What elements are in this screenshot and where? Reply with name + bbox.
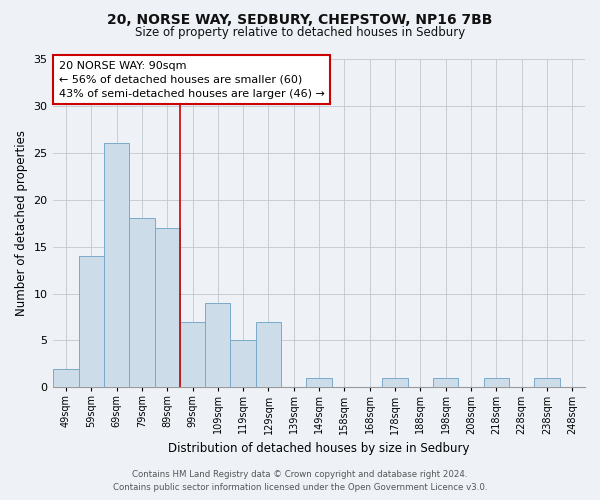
Bar [256,322,281,388]
Bar [382,378,408,388]
Text: Contains HM Land Registry data © Crown copyright and database right 2024.
Contai: Contains HM Land Registry data © Crown c… [113,470,487,492]
Bar [155,228,180,388]
Bar [205,303,230,388]
Bar [180,322,205,388]
X-axis label: Distribution of detached houses by size in Sedbury: Distribution of detached houses by size … [169,442,470,455]
Text: Size of property relative to detached houses in Sedbury: Size of property relative to detached ho… [135,26,465,39]
Text: 20 NORSE WAY: 90sqm
← 56% of detached houses are smaller (60)
43% of semi-detach: 20 NORSE WAY: 90sqm ← 56% of detached ho… [59,60,325,98]
Bar [104,144,129,388]
Bar [53,368,79,388]
Bar [307,378,332,388]
Bar [79,256,104,388]
Bar [535,378,560,388]
Bar [129,218,155,388]
Text: 20, NORSE WAY, SEDBURY, CHEPSTOW, NP16 7BB: 20, NORSE WAY, SEDBURY, CHEPSTOW, NP16 7… [107,12,493,26]
Bar [230,340,256,388]
Bar [433,378,458,388]
Bar [484,378,509,388]
Y-axis label: Number of detached properties: Number of detached properties [15,130,28,316]
